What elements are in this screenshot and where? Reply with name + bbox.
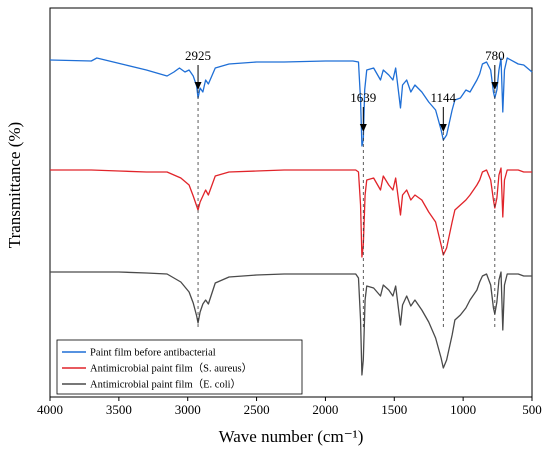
legend-items: Paint film before antibacterial Antimicro… (62, 348, 252, 391)
y-axis-label: Transmittance (%) (5, 122, 24, 248)
x-tick-label: 2000 (312, 402, 338, 417)
annotation-arrowhead (359, 124, 367, 132)
annotation-label: 780 (485, 48, 505, 63)
legend-label: Antimicrobial paint film（E. coli） (90, 379, 241, 391)
annotation-label: 1144 (431, 90, 457, 105)
x-tick-label: 1000 (450, 402, 476, 417)
x-axis-label: Wave number (cm⁻¹) (219, 427, 364, 446)
series-line-2 (50, 167, 532, 258)
annotation-arrowhead (439, 124, 447, 132)
annotation-arrowhead (491, 82, 499, 90)
legend-label: Antimicrobial paint film（S. aureus） (90, 363, 252, 375)
legend-label: Paint film before antibacterial (90, 348, 216, 359)
annotation-label: 2925 (185, 48, 211, 63)
x-tick-label: 4000 (37, 402, 63, 417)
x-tick-label: 1500 (381, 402, 407, 417)
annotation-layer: 2925 1639 1144 780 (185, 48, 505, 330)
series-line-1 (49, 57, 533, 147)
series-layer (49, 57, 533, 376)
legend-box (56, 339, 303, 395)
series-line-3 (50, 271, 532, 376)
x-tick-label: 2500 (244, 402, 270, 417)
x-axis-ticks: 4000 3500 3000 2500 2000 1500 1000 500 (37, 397, 542, 417)
annotation-arrowhead (194, 82, 202, 90)
annotation-label: 1639 (350, 90, 376, 105)
x-tick-label: 3500 (106, 402, 132, 417)
x-tick-label: 500 (522, 402, 542, 417)
plot-frame (49, 7, 533, 398)
x-tick-label: 3000 (175, 402, 201, 417)
legend: Paint film before antibacterial Antimicro… (56, 339, 303, 395)
